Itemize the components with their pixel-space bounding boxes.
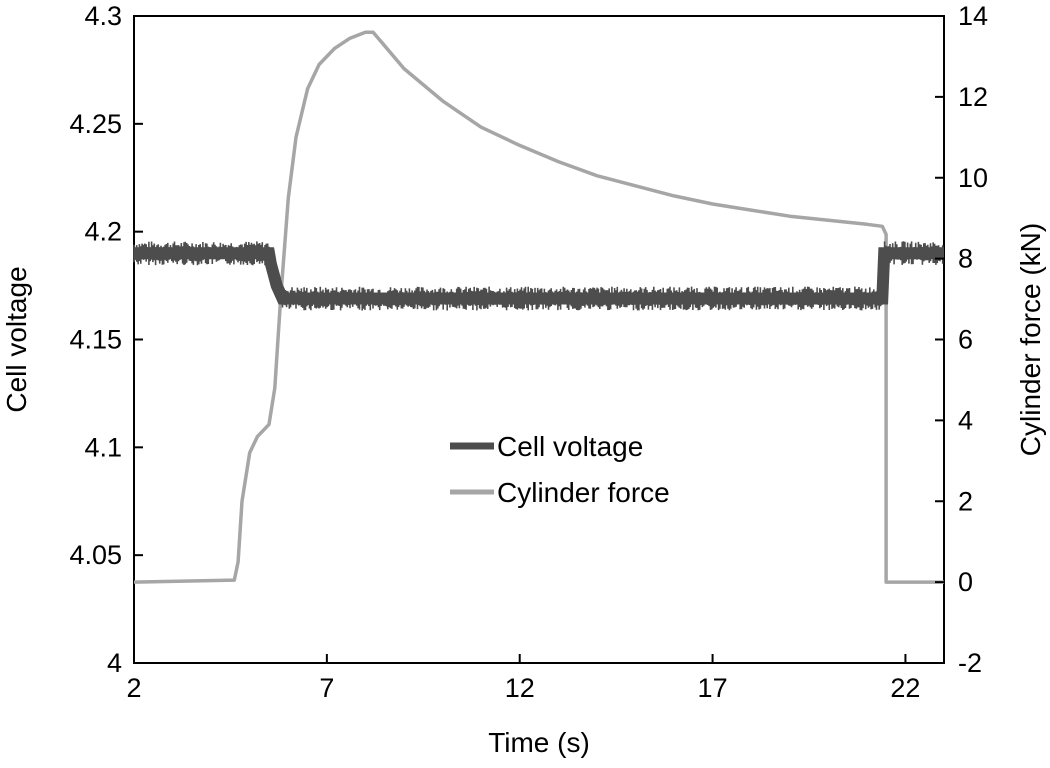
y2-tick-label: -2 xyxy=(958,648,982,678)
y-tick-label: 4.1 xyxy=(84,432,122,462)
y2-tick-label: 8 xyxy=(958,244,973,274)
series-line-cylinder-force xyxy=(133,30,944,584)
x-tick-label: 2 xyxy=(126,673,141,703)
y2-tick-label: 2 xyxy=(958,486,973,516)
y2-tick-label: 12 xyxy=(958,82,988,112)
y2-tick-label: 0 xyxy=(958,567,973,597)
y2-axis-title: Cylinder force (kN) xyxy=(1015,223,1046,456)
y-tick-label: 4.25 xyxy=(69,109,122,139)
series-layer xyxy=(133,30,944,584)
y-tick-label: 4.3 xyxy=(84,1,122,31)
ticks-layer: 2 7 12 17 2244.054.14.154.24.254.3-202468101… xyxy=(69,1,988,703)
plot-frame xyxy=(133,15,945,664)
x-tick-label: 17 xyxy=(698,673,728,703)
y-tick-label: 4.2 xyxy=(84,217,122,247)
legend-label-cylinder-force: Cylinder force xyxy=(497,477,670,508)
y-tick-label: 4.15 xyxy=(69,325,122,355)
legend: Cell voltage Cylinder force xyxy=(450,431,670,508)
y-tick-label: 4.05 xyxy=(69,540,122,570)
x-tick-label: 12 xyxy=(505,673,535,703)
y-axis-title: Cell voltage xyxy=(1,266,32,412)
y2-tick-label: 6 xyxy=(958,325,973,355)
plot-border xyxy=(133,15,945,664)
y2-tick-label: 4 xyxy=(958,405,973,435)
series-noise-cell-voltage xyxy=(133,241,944,311)
y2-tick-label: 14 xyxy=(958,1,988,31)
x-tick-label: 7 xyxy=(319,673,334,703)
x-axis-title: Time (s) xyxy=(488,727,590,758)
y-tick-label: 4 xyxy=(107,648,122,678)
legend-label-cell-voltage: Cell voltage xyxy=(497,431,643,462)
x-tick-label: 22 xyxy=(890,673,920,703)
y2-tick-label: 10 xyxy=(958,163,988,193)
